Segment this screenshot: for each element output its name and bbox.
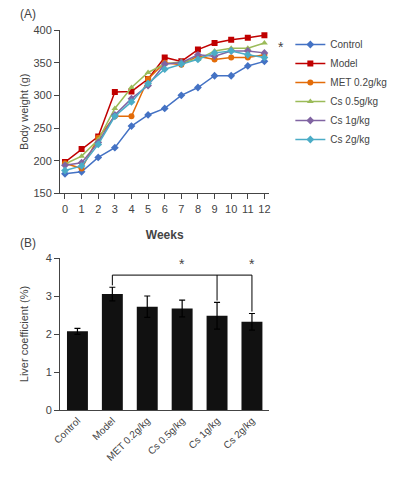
svg-text:Control: Control xyxy=(52,415,83,446)
svg-text:Body weight (g): Body weight (g) xyxy=(18,73,30,149)
svg-text:6: 6 xyxy=(162,203,168,215)
svg-text:300: 300 xyxy=(33,89,51,101)
svg-text:4: 4 xyxy=(46,252,52,264)
svg-text:*: * xyxy=(278,39,284,55)
svg-text:Cs 0.5g/kg: Cs 0.5g/kg xyxy=(330,96,378,107)
svg-text:Cs 0.5g/kg: Cs 0.5g/kg xyxy=(146,415,188,457)
svg-text:5: 5 xyxy=(145,203,151,215)
svg-text:MET 0.2g/kg: MET 0.2g/kg xyxy=(104,415,152,463)
svg-text:8: 8 xyxy=(195,203,201,215)
svg-text:1: 1 xyxy=(46,366,52,378)
svg-text:2: 2 xyxy=(46,328,52,340)
svg-text:350: 350 xyxy=(33,57,51,69)
svg-text:(A): (A) xyxy=(20,7,36,21)
svg-text:9: 9 xyxy=(211,203,217,215)
svg-text:0: 0 xyxy=(46,404,52,416)
svg-text:12: 12 xyxy=(258,203,270,215)
svg-text:4: 4 xyxy=(128,203,134,215)
svg-text:150: 150 xyxy=(33,187,51,199)
svg-text:Liver coefficient (%): Liver coefficient (%) xyxy=(18,286,30,382)
svg-text:11: 11 xyxy=(242,203,253,215)
svg-text:Cs 2g/kg: Cs 2g/kg xyxy=(221,415,257,451)
svg-text:Model: Model xyxy=(330,58,357,69)
svg-text:1: 1 xyxy=(79,203,85,215)
svg-text:3: 3 xyxy=(46,290,52,302)
svg-text:Weeks: Weeks xyxy=(146,228,184,242)
svg-text:Cs 1g/kg: Cs 1g/kg xyxy=(330,115,369,126)
svg-text:2: 2 xyxy=(95,203,101,215)
svg-text:250: 250 xyxy=(33,122,51,134)
svg-text:Model: Model xyxy=(90,415,117,442)
svg-text:Control: Control xyxy=(330,39,362,50)
svg-text:0: 0 xyxy=(62,203,68,215)
svg-text:(B): (B) xyxy=(20,236,36,250)
svg-text:7: 7 xyxy=(178,203,184,215)
svg-text:Cs 2g/kg: Cs 2g/kg xyxy=(330,134,369,145)
svg-text:200: 200 xyxy=(33,155,51,167)
svg-text:*: * xyxy=(179,256,185,272)
svg-text:MET 0.2g/kg: MET 0.2g/kg xyxy=(330,77,387,88)
svg-text:3: 3 xyxy=(112,203,118,215)
svg-text:400: 400 xyxy=(33,24,51,36)
svg-text:10: 10 xyxy=(225,203,237,215)
svg-text:*: * xyxy=(249,256,255,272)
svg-text:Cs 1g/kg: Cs 1g/kg xyxy=(186,415,222,451)
